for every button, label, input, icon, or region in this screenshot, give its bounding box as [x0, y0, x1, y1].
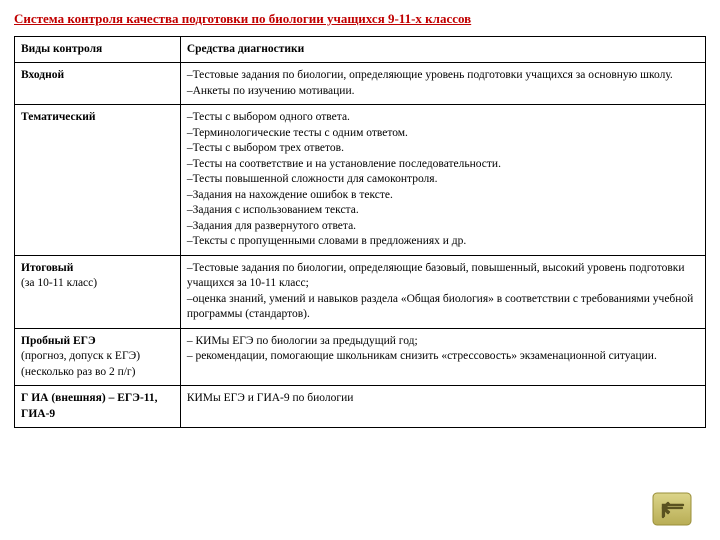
table-row: Г ИА (внешняя) – ЕГЭ-11, ГИА-9 КИМы ЕГЭ …	[15, 386, 706, 428]
row-label: Г ИА (внешняя) – ЕГЭ-11, ГИА-9	[15, 386, 181, 428]
row-label: Входной	[15, 63, 181, 105]
row-content: –Тестовые задания по биологии, определяю…	[180, 63, 705, 105]
table-row: Тематический –Тесты с выбором одного отв…	[15, 105, 706, 256]
row-content: КИМы ЕГЭ и ГИА-9 по биологии	[180, 386, 705, 428]
table-header-row: Виды контроля Средства диагностики	[15, 36, 706, 63]
row-label-sub: (прогноз, допуск к ЕГЭ)(несколько раз во…	[21, 350, 140, 378]
row-label: Тематический	[15, 105, 181, 256]
row-label-main: Итоговый	[21, 262, 73, 274]
row-content: – КИМы ЕГЭ по биологии за предыдущий год…	[180, 328, 705, 386]
header-col2: Средства диагностики	[180, 36, 705, 63]
page-title: Система контроля качества подготовки по …	[14, 10, 706, 28]
row-label: Пробный ЕГЭ (прогноз, допуск к ЕГЭ)(неск…	[15, 328, 181, 386]
table-row: Пробный ЕГЭ (прогноз, допуск к ЕГЭ)(неск…	[15, 328, 706, 386]
row-content: –Тестовые задания по биологии, определяю…	[180, 255, 705, 328]
row-label: Итоговый (за 10-11 класс)	[15, 255, 181, 328]
header-col1: Виды контроля	[15, 36, 181, 63]
return-icon[interactable]	[652, 492, 692, 526]
row-label-sub: (за 10-11 класс)	[21, 277, 97, 289]
control-table: Виды контроля Средства диагностики Входн…	[14, 36, 706, 429]
row-content: –Тесты с выбором одного ответа.–Терминол…	[180, 105, 705, 256]
table-row: Входной –Тестовые задания по биологии, о…	[15, 63, 706, 105]
table-row: Итоговый (за 10-11 класс) –Тестовые зада…	[15, 255, 706, 328]
row-label-main: Пробный ЕГЭ	[21, 335, 96, 347]
